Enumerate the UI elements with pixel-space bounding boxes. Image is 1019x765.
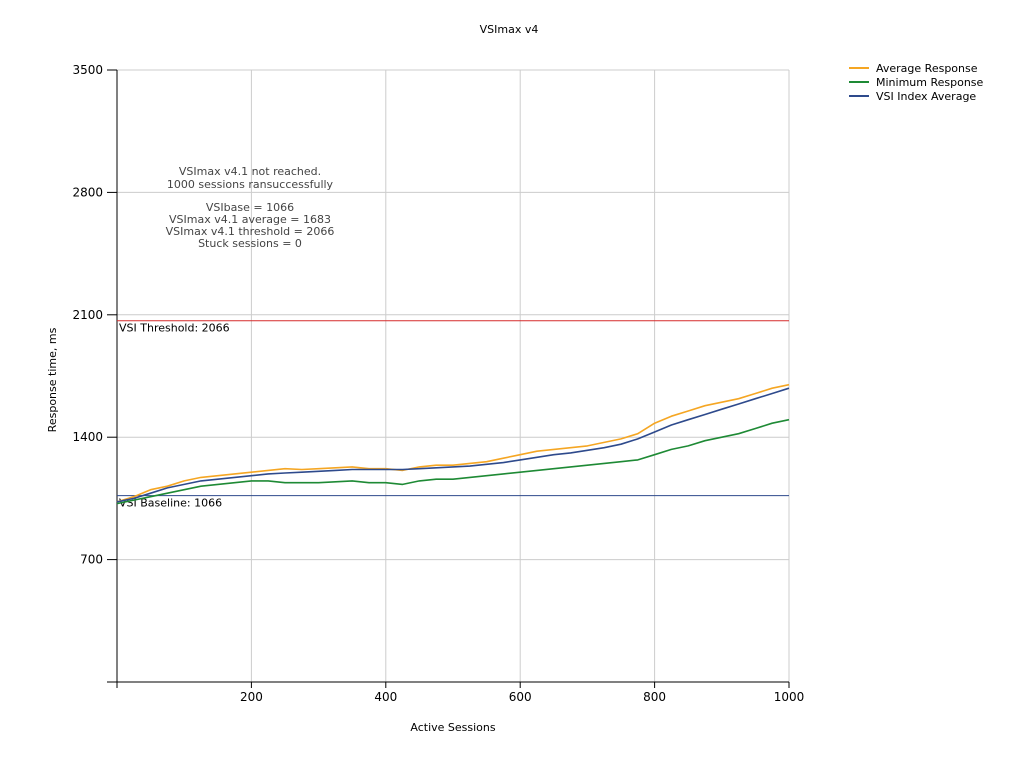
legend-label-average-response: Average Response (876, 62, 978, 75)
x-tick-label: 1000 (774, 690, 805, 704)
annotation-block: VSImax v4.1 not reached.1000 sessions ra… (166, 165, 335, 250)
average-response-line (116, 383, 790, 503)
annotation-line: VSImax v4.1 threshold = 2066 (166, 225, 335, 238)
annotation-line: Stuck sessions = 0 (198, 237, 302, 250)
y-axis-label: Response time, ms (46, 327, 59, 432)
annotation-line: VSImax v4.1 not reached. (179, 165, 321, 178)
series-lines (116, 383, 790, 505)
reference-lines: VSI Threshold: 2066 VSI Baseline: 1066 (117, 320, 789, 510)
x-tick-label: 200 (240, 690, 263, 704)
minimum-response-line (116, 418, 790, 505)
x-axis-label: Active Sessions (410, 721, 495, 734)
legend-label-vsi-index-average: VSI Index Average (876, 90, 976, 103)
y-tick-label: 3500 (72, 63, 103, 77)
vsi-index-average-line (116, 387, 790, 503)
y-tick-label: 1400 (72, 430, 103, 444)
chart-title: VSImax v4 (480, 23, 539, 36)
x-tick-label: 800 (643, 690, 666, 704)
vsi-threshold-label: VSI Threshold: 2066 (119, 322, 230, 335)
y-tick-label: 700 (80, 553, 103, 567)
annotation-line: VSIbase = 1066 (206, 201, 294, 214)
annotation-line: VSImax v4.1 average = 1683 (169, 213, 331, 226)
y-tick-label: 2800 (72, 185, 103, 199)
x-tick-label: 600 (509, 690, 532, 704)
axes: 700 1400 2100 2800 3500 200 400 600 800 1000 (72, 63, 804, 704)
x-tick-label: 400 (374, 690, 397, 704)
annotation-line: 1000 sessions ransuccessfully (167, 178, 334, 191)
grid (117, 69, 790, 682)
vsi-baseline-label: VSI Baseline: 1066 (119, 497, 222, 510)
legend-label-minimum-response: Minimum Response (876, 76, 984, 89)
y-tick-label: 2100 (72, 308, 103, 322)
